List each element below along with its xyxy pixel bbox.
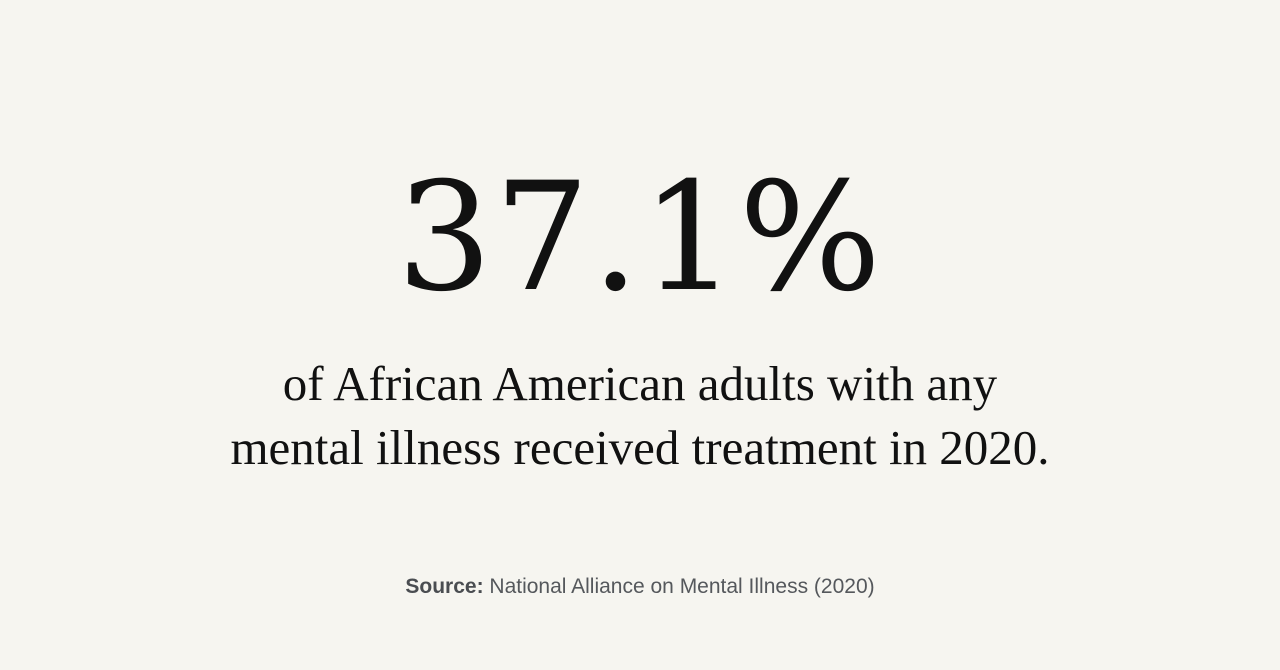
stat-caption: of African American adults with any ment… [140, 352, 1140, 480]
caption-line-2: mental illness received treatment in 202… [230, 420, 1050, 475]
stat-value: 37.1% [396, 151, 884, 325]
source-label: Source: [405, 575, 484, 598]
source-note: Source: National Alliance on Mental Illn… [0, 573, 1280, 601]
source-text: National Alliance on Mental Illness (202… [483, 575, 875, 598]
caption-line-1: of African American adults with any [282, 356, 998, 411]
